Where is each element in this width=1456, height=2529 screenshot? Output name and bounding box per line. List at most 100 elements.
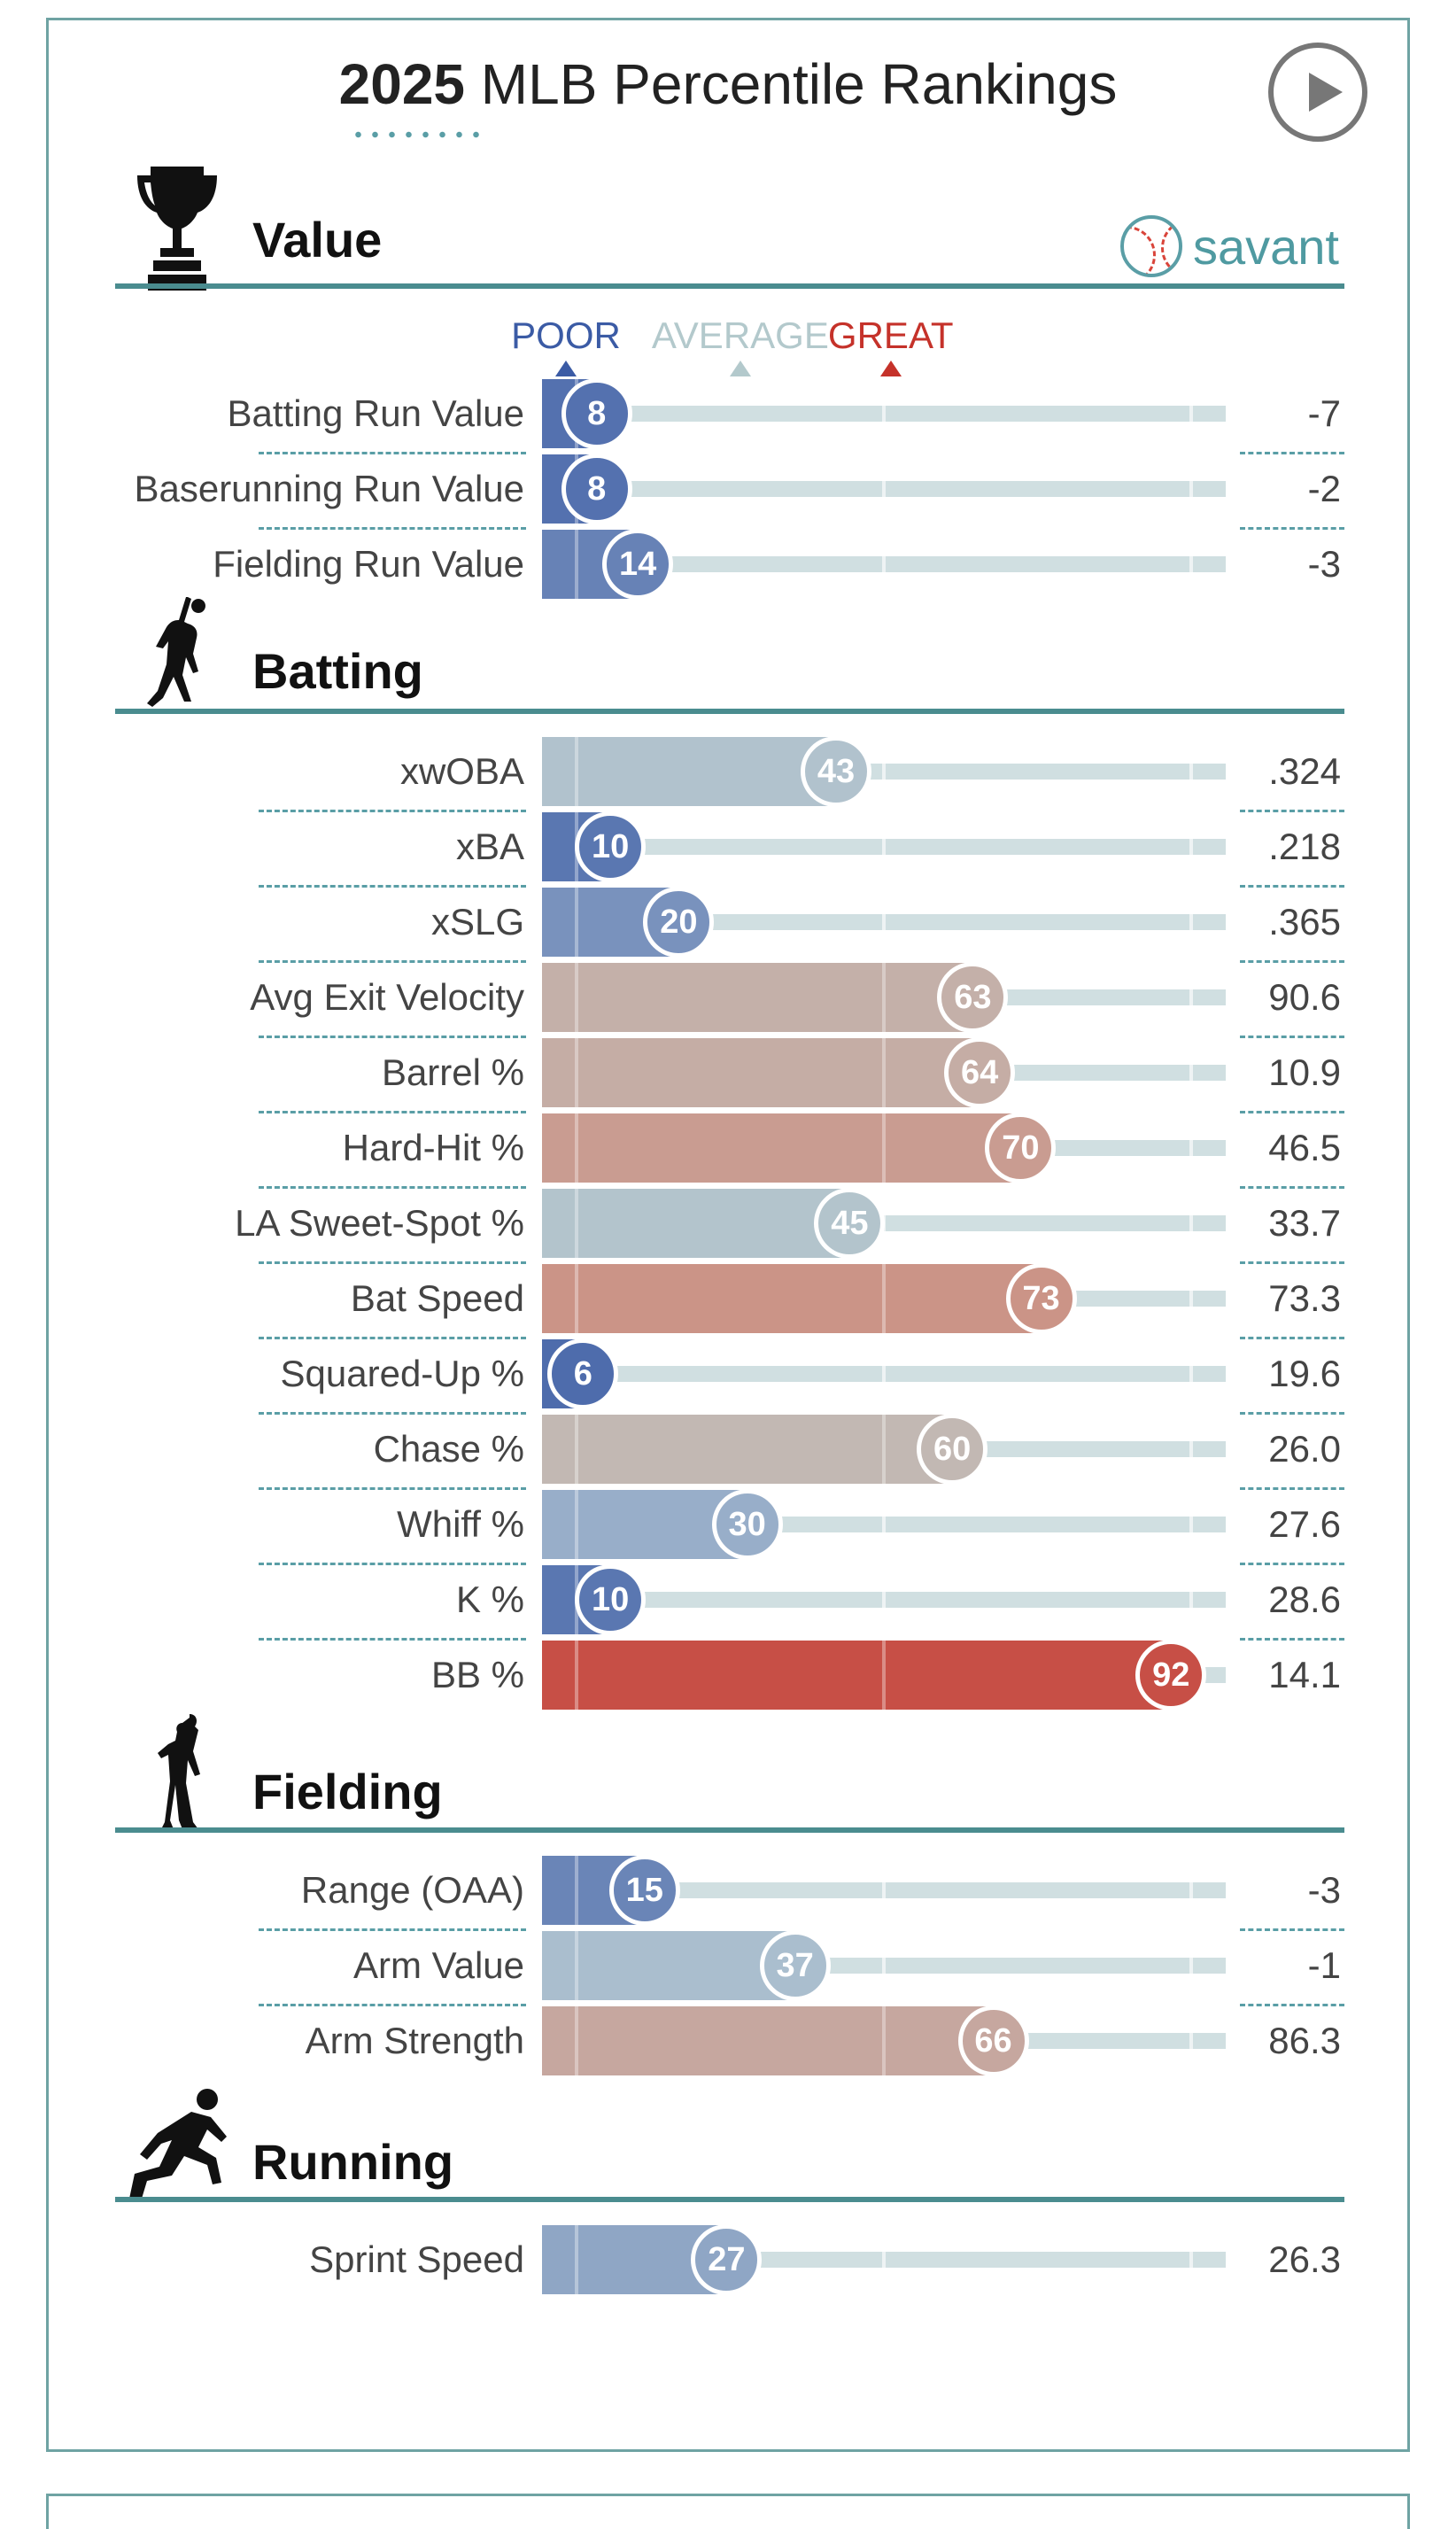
savant-label: savant [1193, 218, 1339, 275]
percentile-badge: 66 [957, 2005, 1029, 2076]
bar-tick [882, 1264, 886, 1333]
baseball-icon [1120, 215, 1182, 277]
metric-row[interactable]: Baserunning Run Value 8 -2 [0, 454, 1456, 524]
metric-label: Fielding Run Value [213, 543, 524, 585]
metric-row[interactable]: Avg Exit Velocity 63 90.6 [0, 962, 1456, 1033]
metric-row[interactable]: Range (OAA) 15 -3 [0, 1855, 1456, 1926]
metric-row[interactable]: K % 10 28.6 [0, 1564, 1456, 1635]
track-tick [882, 556, 886, 572]
track-tick [1189, 1140, 1194, 1156]
metric-row[interactable]: Sprint Speed 27 26.3 [0, 2224, 1456, 2295]
row-divider [259, 452, 526, 454]
track-tick [1189, 989, 1194, 1005]
percentile-card [46, 18, 1410, 2452]
legend-great-marker [879, 361, 902, 376]
track-tick [882, 1958, 886, 1974]
bar-tick [574, 1490, 578, 1559]
metric-label: Sprint Speed [309, 2238, 524, 2280]
percentile-badge: 64 [944, 1037, 1016, 1108]
track-tick [1189, 2033, 1194, 2049]
row-divider [259, 1928, 526, 1931]
savant-logo[interactable]: savant [1120, 211, 1339, 282]
metric-label: BB % [430, 1654, 524, 1695]
metric-value: -2 [1307, 468, 1341, 509]
metric-row[interactable]: BB % 92 14.1 [0, 1640, 1456, 1711]
row-divider [1240, 1563, 1344, 1565]
metric-row[interactable]: Squared-Up % 6 19.6 [0, 1338, 1456, 1409]
metric-row[interactable]: Bat Speed 73 73.3 [0, 1263, 1456, 1334]
play-icon[interactable] [1268, 43, 1367, 142]
metric-value: 28.6 [1268, 1579, 1341, 1620]
metric-value: 14.1 [1268, 1654, 1341, 1695]
percentile-badge: 92 [1135, 1640, 1207, 1711]
row-divider [1240, 1111, 1344, 1113]
row-divider [1240, 1036, 1344, 1038]
track-tick [882, 1517, 886, 1532]
legend-poor: POOR [511, 314, 621, 356]
metric-row[interactable]: Hard-Hit % 70 46.5 [0, 1113, 1456, 1183]
metric-row[interactable]: xSLG 20 .365 [0, 887, 1456, 958]
metric-value: 26.3 [1268, 2238, 1341, 2280]
row-divider [1240, 960, 1344, 963]
bar-tick [574, 2006, 578, 2075]
metric-row[interactable]: Arm Value 37 -1 [0, 1930, 1456, 2001]
page-title: 2025 MLB Percentile Rankings [0, 51, 1456, 117]
track-tick [1189, 839, 1194, 855]
track-tick [882, 914, 886, 930]
metric-label: Hard-Hit % [342, 1127, 524, 1168]
row-divider [1240, 1261, 1344, 1264]
track-tick [882, 2252, 886, 2268]
section-divider [115, 2197, 1344, 2202]
bar-tick [574, 1415, 578, 1484]
track-tick [1189, 406, 1194, 422]
metric-row[interactable]: Batting Run Value 8 -7 [0, 378, 1456, 449]
metric-row[interactable]: LA Sweet-Spot % 45 33.7 [0, 1188, 1456, 1259]
metric-value: 73.3 [1268, 1277, 1341, 1319]
row-divider [1240, 527, 1344, 530]
metric-row[interactable]: Chase % 60 26.0 [0, 1414, 1456, 1485]
metric-row[interactable]: Whiff % 30 27.6 [0, 1489, 1456, 1560]
row-divider [1240, 885, 1344, 888]
row-divider [1240, 1487, 1344, 1490]
metric-row[interactable]: xwOBA 43 .324 [0, 736, 1456, 807]
track-tick [1189, 1366, 1194, 1382]
percentile-badge: 45 [814, 1188, 886, 1259]
bar-tick [882, 1641, 886, 1710]
metric-row[interactable]: Fielding Run Value 14 -3 [0, 529, 1456, 600]
title-text: MLB Percentile Rankings [480, 52, 1118, 116]
metric-value: -3 [1307, 1869, 1341, 1911]
metric-row[interactable]: Barrel % 64 10.9 [0, 1037, 1456, 1108]
percentile-bar [542, 1931, 795, 2000]
metric-label: Range (OAA) [300, 1869, 524, 1911]
row-divider [259, 1412, 526, 1415]
row-divider [1240, 1412, 1344, 1415]
percentile-bar [542, 1264, 1042, 1333]
metric-row[interactable]: Arm Strength 66 86.3 [0, 2005, 1456, 2076]
row-divider [259, 810, 526, 812]
track-tick [1189, 1517, 1194, 1532]
metric-label: Squared-Up % [280, 1353, 524, 1394]
bar-tick [882, 1415, 886, 1484]
percentile-badge: 37 [759, 1930, 831, 2001]
section-divider [115, 283, 1344, 289]
title-underline-dots [350, 131, 483, 138]
metric-value: 46.5 [1268, 1127, 1341, 1168]
metric-value: .218 [1268, 826, 1341, 867]
percentile-badge: 60 [917, 1414, 988, 1485]
metric-label: LA Sweet-Spot % [235, 1202, 524, 1244]
percentile-badge: 15 [608, 1855, 680, 1926]
batter-icon [133, 595, 230, 733]
bar-tick [574, 1641, 578, 1710]
metric-value: 33.7 [1268, 1202, 1341, 1244]
metric-row[interactable]: xBA 10 .218 [0, 811, 1456, 882]
percentile-bar [542, 737, 836, 806]
bar-tick [574, 1856, 578, 1925]
metric-label: xwOBA [399, 750, 524, 792]
legend-great: GREAT [827, 314, 954, 356]
legend-average-marker [729, 361, 751, 376]
bar-tick [882, 1113, 886, 1183]
percentile-badge: 8 [561, 454, 632, 524]
section-title-batting: Batting [252, 643, 423, 699]
percentile-bar [542, 2006, 994, 2075]
row-divider [259, 1111, 526, 1113]
